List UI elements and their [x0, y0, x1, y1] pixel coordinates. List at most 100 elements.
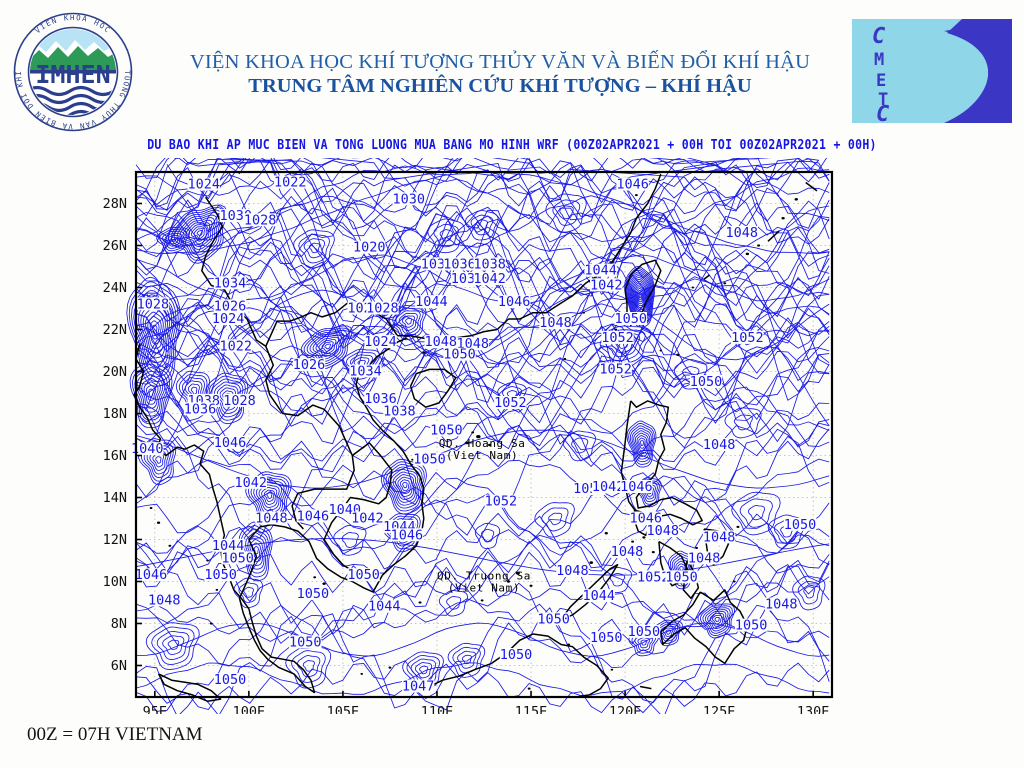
isobar-closed	[387, 466, 421, 506]
isobar-closed	[296, 655, 321, 678]
contour-label: 1038	[473, 256, 506, 272]
isobar	[135, 430, 830, 536]
isobar	[135, 605, 830, 714]
isobar-closed	[571, 437, 589, 454]
isobar-closed	[731, 491, 781, 536]
contour-label: 1044	[582, 588, 615, 604]
contour-label: 1042	[473, 271, 506, 287]
contour-label: 1046	[620, 479, 653, 495]
isobar	[135, 362, 830, 435]
island-speck	[794, 198, 798, 201]
contour-label: 1046	[498, 294, 531, 310]
timezone-note: 00Z = 07H VIETNAM	[27, 724, 203, 745]
contour-label: 1046	[616, 177, 649, 193]
contour-label: 1050	[665, 569, 698, 585]
isobar-closed	[151, 626, 195, 666]
isobar-closed	[714, 616, 720, 623]
isobar-closed	[129, 360, 173, 429]
isobar-closed	[397, 476, 412, 495]
island-speck	[515, 571, 520, 575]
isobar-closed	[465, 210, 499, 241]
isobar-closed	[410, 658, 437, 683]
x-tick-label: 100E	[233, 704, 266, 714]
isobar-closed	[628, 273, 652, 320]
isobar-closed	[767, 514, 806, 550]
isobar-closed	[162, 635, 185, 655]
isobar-closed	[630, 278, 649, 314]
isobar	[135, 303, 830, 365]
x-tick-label: 110E	[421, 704, 454, 714]
isobar-closed	[433, 223, 459, 248]
center-title: TRUNG TÂM NGHIÊN CỨU KHÍ TƯỢNG – KHÍ HẬU	[248, 75, 752, 98]
isobar-closed	[602, 566, 633, 594]
isobar-closed	[399, 479, 410, 492]
isobar-closed	[300, 325, 353, 370]
isobar	[135, 386, 830, 456]
isobar-closed	[298, 233, 330, 264]
contour-label: 1022	[219, 338, 252, 354]
contour-label: 1048	[539, 315, 572, 331]
island-speck	[604, 532, 608, 535]
isobar-closed	[182, 217, 215, 250]
island-speck	[610, 668, 614, 671]
isobar	[135, 304, 830, 446]
isobar-closed	[636, 435, 648, 452]
isobar-closed	[306, 329, 348, 365]
isobar-closed	[238, 582, 259, 603]
isobar-closed	[291, 650, 326, 683]
isobar-closed	[470, 214, 494, 236]
contour-label: 1048	[688, 550, 721, 566]
isobar-closed	[481, 528, 495, 543]
isobar-closed	[395, 474, 415, 497]
imhen-logo: IMHEN VIEN KHOA HOC KHI TUONG THUY VAN V…	[12, 11, 133, 132]
contour-label: 1044	[415, 294, 448, 310]
isobar-closed	[321, 341, 334, 352]
isobar	[135, 363, 830, 448]
isobar-closed	[668, 550, 695, 590]
island-speck	[149, 506, 153, 510]
contour-label: 1028	[223, 393, 256, 409]
isobar	[166, 158, 830, 189]
isobar-closed	[170, 236, 177, 242]
isobar-closed	[803, 586, 816, 599]
cmetc-letter-t: T	[878, 90, 888, 110]
cmetc-logo: C M E T C	[852, 19, 1012, 123]
isobar	[135, 581, 830, 669]
contour-label: 1050	[590, 630, 623, 646]
isobar	[135, 662, 830, 697]
isobar-closed	[250, 476, 287, 517]
contour-label: 1042	[592, 479, 625, 495]
isobar-closed	[188, 222, 211, 245]
isobar	[135, 158, 830, 217]
contour-label: 1050	[784, 517, 817, 533]
isobar-closed	[700, 605, 733, 637]
isobar-closed	[143, 381, 159, 405]
isobar-closed	[548, 512, 563, 526]
isobar-closed	[247, 535, 265, 566]
isobar	[135, 289, 830, 361]
isobar-closed	[792, 575, 826, 611]
map-axes: 95E 100E 105E 110E 115E 120E 125E 130E 6N 8N 10N 12…	[103, 170, 834, 714]
isobar-closed	[242, 528, 269, 574]
isobar-closed	[395, 310, 421, 334]
isobar	[135, 283, 830, 369]
y-tick-label: 12N	[103, 532, 127, 548]
island-speck	[480, 599, 484, 602]
isobar-closed	[724, 407, 762, 439]
isobar-closed	[233, 577, 264, 609]
island-speck	[614, 328, 618, 331]
imhen-logo-wordmark: IMHEN	[35, 60, 110, 89]
island-speck	[676, 353, 680, 356]
isobar-closed	[164, 232, 183, 247]
isobar-closed	[193, 227, 206, 239]
contour-label: 1050	[214, 672, 247, 688]
isobar	[135, 458, 830, 531]
title-block: VIỆN KHOA HỌC KHÍ TƯỢNG THỦY VĂN VÀ BIẾN…	[150, 50, 850, 100]
y-tick-label: 28N	[103, 196, 127, 212]
x-tick-label: 130E	[797, 704, 830, 714]
isobar-closed	[627, 271, 653, 322]
isobar-closed	[704, 609, 729, 632]
contour-label: 1024	[212, 311, 245, 327]
isobar-closed	[414, 662, 433, 679]
y-tick-label: 8N	[111, 616, 127, 632]
